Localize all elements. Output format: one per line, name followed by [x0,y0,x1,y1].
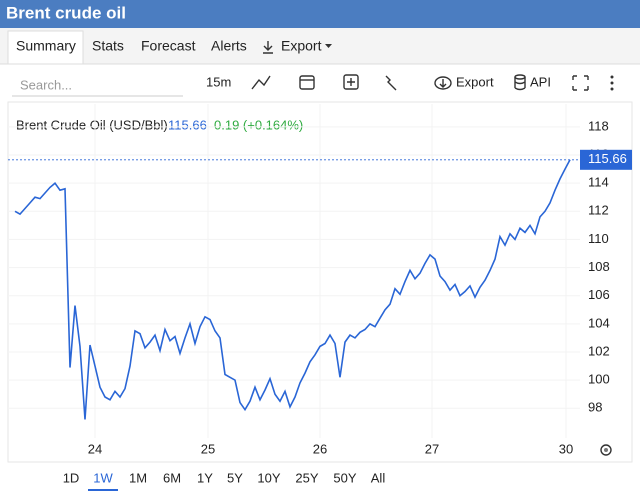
range-button[interactable]: 1D [63,470,80,485]
y-tick-label: 114 [588,175,609,190]
fullscreen-icon[interactable] [572,75,589,91]
gear-icon[interactable] [600,444,612,456]
range-button[interactable]: All [371,470,386,485]
last-price-label: 115.66 [588,151,627,166]
x-tick-label: 26 [313,441,327,456]
search-input[interactable]: Search... [20,77,72,92]
price-line [14,159,571,420]
tabs: Summary Stats Forecast Alerts Export [7,30,332,65]
range-button[interactable]: 25Y [295,470,318,485]
tab[interactable]: Alerts [211,38,247,54]
tab[interactable]: Summary [16,38,76,54]
api-icon[interactable] [514,74,526,91]
tab-selected-bg [7,30,84,65]
y-tick-label: 102 [588,343,610,358]
y-tick-label: 104 [588,315,610,330]
export-button[interactable]: Export [456,74,494,89]
tab[interactable]: Stats [92,38,124,54]
x-tick-label: 30 [559,441,573,456]
chart-frame [7,101,633,463]
range-button[interactable]: 1M [129,470,147,485]
y-tick-label: 112 [588,203,609,218]
range-button[interactable]: 1Y [197,470,213,485]
legend-last-value: 115.66 [168,117,207,132]
y-tick-label: 98 [588,400,602,415]
interval-button[interactable]: 15m [206,74,231,89]
calendar-icon[interactable] [299,75,315,90]
download-icon[interactable] [263,41,273,54]
y-tick-label: 100 [588,372,610,387]
chart-type-icon[interactable] [251,75,271,90]
export-icon[interactable] [434,76,452,90]
range-button[interactable]: 10Y [257,470,280,485]
x-tick-label: 27 [425,441,439,456]
last-price-box [580,149,632,170]
tab[interactable]: Forecast [141,38,196,54]
y-tick-label: 108 [588,259,610,274]
y-tick-label: 106 [588,287,610,302]
more-icon[interactable] [610,75,614,91]
header-title: Brent crude oil [6,3,126,22]
header-bar [0,0,640,28]
range-button[interactable]: 50Y [333,470,356,485]
add-icon[interactable] [343,74,359,90]
range-buttons: 1D 1W 1M 6M 1Y 5Y 10Y 25Y 50Y All [63,470,386,491]
api-button[interactable]: API [530,74,551,89]
x-tick-label: 24 [88,441,102,456]
x-tick-label: 25 [201,441,215,456]
tab[interactable]: Export [281,38,322,54]
settings-icon[interactable] [385,75,397,91]
range-button[interactable]: 1W [93,470,113,485]
caret[interactable] [325,44,332,48]
tab-bar [0,28,640,64]
y-tick-label: 110 [588,231,609,246]
y-tick-label: 118 [588,118,609,133]
legend-name: Brent Crude Oil (USD/Bbl) [16,117,168,132]
legend-change: 0.19 (+0.164%) [214,117,303,132]
range-button[interactable]: 6M [163,470,181,485]
range-button[interactable]: 5Y [227,470,243,485]
